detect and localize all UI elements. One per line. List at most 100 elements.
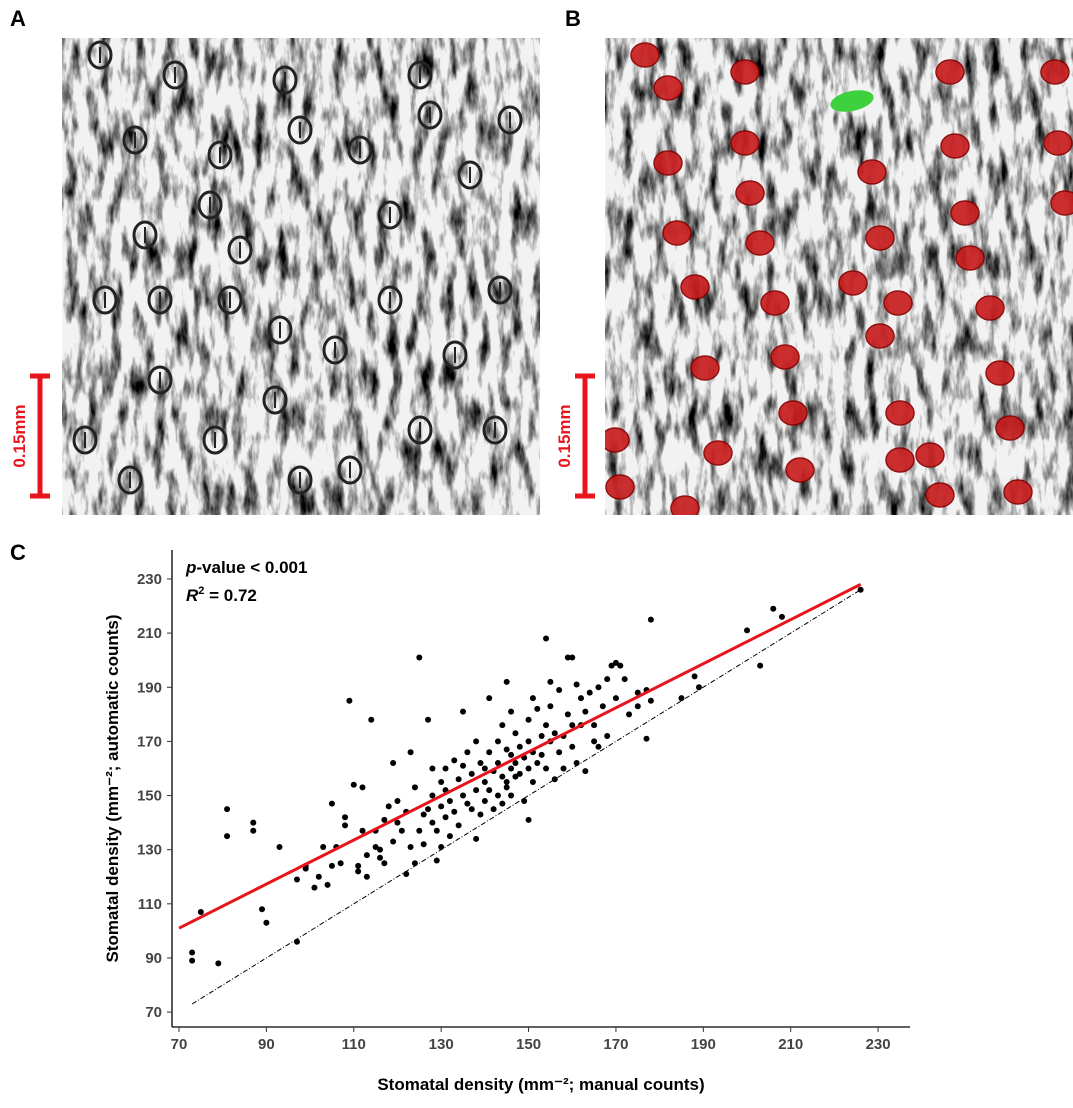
- point: [494, 738, 501, 745]
- x-axis-title: Stomatal density (mm⁻²; manual counts): [377, 1075, 704, 1094]
- stoma: [197, 190, 223, 220]
- stoma: [377, 200, 403, 230]
- point: [481, 797, 488, 804]
- point: [372, 843, 379, 850]
- detection: [935, 59, 965, 85]
- point: [560, 765, 567, 772]
- point: [516, 743, 523, 750]
- stoma: [162, 60, 188, 90]
- point: [543, 635, 550, 642]
- detection: [915, 442, 945, 468]
- point: [433, 827, 440, 834]
- stoma: [407, 60, 433, 90]
- detection: [670, 495, 700, 515]
- point: [503, 678, 510, 685]
- x-tick-label: 110: [342, 1036, 366, 1053]
- y-tick-label: 150: [137, 788, 162, 805]
- point: [525, 716, 532, 723]
- detection: [955, 245, 985, 271]
- detection: [883, 290, 913, 316]
- point: [473, 835, 480, 842]
- point: [503, 746, 510, 753]
- point: [534, 705, 541, 712]
- point: [407, 843, 414, 850]
- point: [337, 860, 344, 867]
- detection: [730, 130, 760, 156]
- stoma: [92, 285, 118, 315]
- point: [612, 659, 619, 666]
- point: [770, 605, 777, 612]
- annotation-text: -value < 0.001: [196, 558, 307, 577]
- point: [486, 787, 493, 794]
- point: [376, 854, 383, 861]
- point: [499, 722, 506, 729]
- point: [429, 819, 436, 826]
- stoma: [377, 285, 403, 315]
- point: [446, 833, 453, 840]
- stoma: [287, 115, 313, 145]
- detection: [703, 440, 733, 466]
- x-tick-label: 230: [866, 1036, 891, 1053]
- stoma: [482, 415, 508, 445]
- point: [293, 876, 300, 883]
- point: [442, 765, 449, 772]
- stoma: [87, 40, 113, 70]
- detection: [950, 200, 980, 226]
- detection: [690, 355, 720, 381]
- stomata: [72, 40, 523, 495]
- detection: [975, 295, 1005, 321]
- point: [582, 768, 589, 775]
- point: [525, 738, 532, 745]
- point: [359, 784, 366, 791]
- point: [324, 881, 331, 888]
- point: [442, 814, 449, 821]
- x-tick-label: 130: [429, 1036, 454, 1053]
- point: [311, 884, 318, 891]
- detection: [730, 59, 760, 85]
- point: [438, 779, 445, 786]
- stoma: [147, 365, 173, 395]
- stoma: [202, 425, 228, 455]
- point: [538, 751, 545, 758]
- micrograph-texture: [62, 38, 540, 515]
- scale-label: 0.15mm: [555, 404, 574, 467]
- stoma: [267, 315, 293, 345]
- x-tick-label: 210: [778, 1036, 803, 1053]
- detection: [735, 180, 765, 206]
- y-tick-label: 230: [137, 571, 162, 588]
- point: [595, 743, 602, 750]
- point: [503, 779, 510, 786]
- point: [525, 765, 532, 772]
- point: [573, 681, 580, 688]
- annotation: R2 = 0.72: [186, 585, 257, 605]
- detection: [1050, 190, 1073, 216]
- annotation-italic: R: [186, 586, 199, 605]
- detection-false: [830, 90, 874, 112]
- point: [429, 765, 436, 772]
- detection: [653, 75, 683, 101]
- point: [420, 811, 427, 818]
- point: [189, 949, 196, 956]
- detection: [940, 133, 970, 159]
- annotation-italic: p: [185, 558, 196, 577]
- detection: [1040, 59, 1070, 85]
- detection: [785, 457, 815, 483]
- stoma: [117, 465, 143, 495]
- point: [346, 697, 353, 704]
- point: [363, 852, 370, 859]
- point: [359, 827, 366, 834]
- point: [460, 762, 467, 769]
- stoma: [487, 275, 513, 305]
- point: [573, 760, 580, 767]
- y-tick-label: 130: [137, 842, 162, 859]
- point: [857, 586, 864, 593]
- stoma: [272, 65, 298, 95]
- point: [320, 843, 327, 850]
- point: [564, 654, 571, 661]
- stoma: [347, 135, 373, 165]
- point: [547, 678, 554, 685]
- panel-label: C: [10, 540, 26, 565]
- point: [355, 862, 362, 869]
- point: [455, 776, 462, 783]
- point: [224, 833, 231, 840]
